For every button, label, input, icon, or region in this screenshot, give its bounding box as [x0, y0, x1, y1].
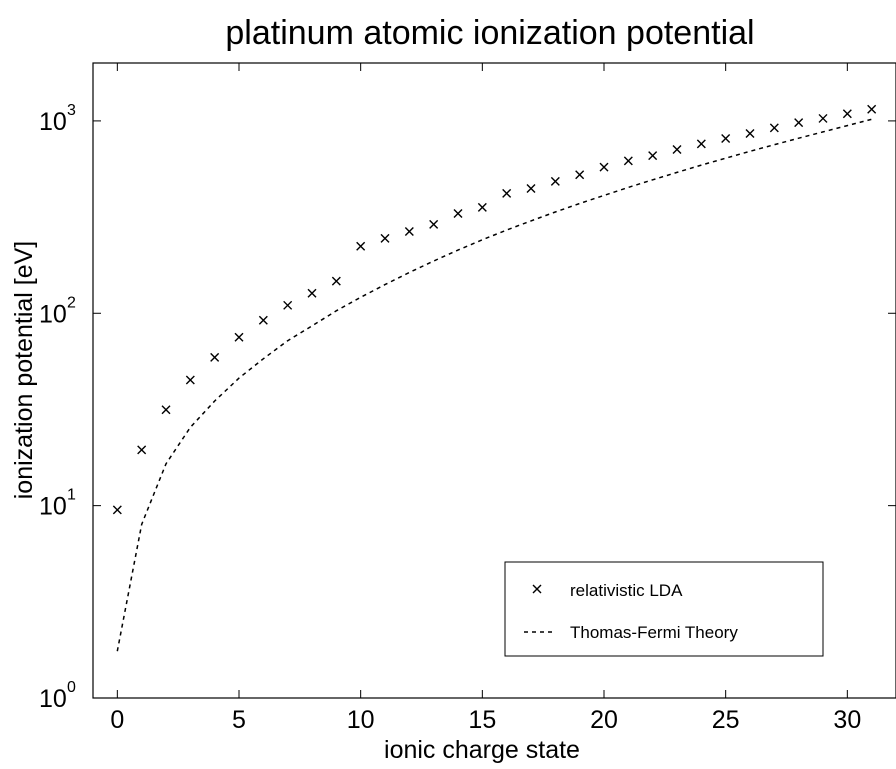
- y-tick-label-exponent: 2: [67, 294, 76, 311]
- legend-label-thomas-fermi: Thomas-Fermi Theory: [570, 623, 738, 642]
- data-point-lda: [453, 209, 463, 219]
- data-point-lda: [672, 145, 682, 155]
- data-point-lda: [429, 219, 439, 229]
- x-tick-label: 5: [232, 706, 246, 734]
- data-point-lda: [331, 276, 341, 286]
- x-tick-label: 30: [833, 706, 861, 734]
- x-axis-label: ionic charge state: [384, 736, 580, 764]
- data-point-lda: [161, 405, 171, 415]
- legend-label-relativistic-lda: relativistic LDA: [570, 581, 683, 600]
- x-tick-label: 20: [590, 706, 618, 734]
- data-point-lda: [380, 233, 390, 243]
- data-point-lda: [575, 170, 585, 180]
- data-point-lda: [356, 241, 366, 251]
- data-point-lda: [112, 505, 122, 515]
- data-point-lda: [210, 352, 220, 362]
- series-points-relativistic-lda: [112, 104, 877, 515]
- data-point-lda: [623, 156, 633, 166]
- axis-ticks: [93, 63, 896, 699]
- x-tick-label: 10: [347, 706, 375, 734]
- data-point-lda: [137, 445, 147, 455]
- data-point-lda: [794, 118, 804, 128]
- data-point-lda: [283, 300, 293, 310]
- data-point-lda: [502, 188, 512, 198]
- data-point-lda: [404, 227, 414, 237]
- y-tick-label-exponent: 1: [67, 487, 76, 504]
- y-tick-label-exponent: 3: [67, 102, 76, 119]
- data-point-lda: [769, 123, 779, 133]
- data-point-lda: [842, 109, 852, 119]
- data-point-lda: [867, 104, 877, 114]
- data-point-lda: [307, 288, 317, 298]
- data-point-lda: [721, 134, 731, 144]
- data-point-lda: [818, 113, 828, 123]
- data-point-lda: [477, 202, 487, 212]
- x-tick-labels: 0 5 10 15 20 25 30: [110, 706, 861, 734]
- x-tick-label: 15: [468, 706, 496, 734]
- data-point-lda: [258, 315, 268, 325]
- plot-frame: [92, 62, 896, 699]
- y-tick-label-base: 10: [39, 108, 67, 136]
- y-tick-label-exponent: 0: [67, 679, 76, 696]
- y-tick-label-base: 10: [39, 685, 67, 713]
- series-line-thomas-fermi: [116, 118, 872, 652]
- data-point-lda: [648, 151, 658, 161]
- data-point-lda: [696, 139, 706, 149]
- data-point-lda: [599, 162, 609, 172]
- data-point-lda: [745, 129, 755, 139]
- x-tick-label: 25: [712, 706, 740, 734]
- chart-title: platinum atomic ionization potential: [225, 14, 754, 52]
- legend: relativistic LDA Thomas-Fermi Theory: [504, 561, 824, 657]
- data-point-lda: [526, 184, 536, 194]
- data-point-lda: [185, 375, 195, 385]
- y-tick-label-base: 10: [39, 300, 67, 328]
- legend-box: [504, 561, 824, 657]
- legend-marker-relativistic-lda: [532, 584, 542, 594]
- data-point-lda: [234, 332, 244, 342]
- data-point-lda: [550, 176, 560, 186]
- y-tick-label-base: 10: [39, 493, 67, 521]
- y-axis-label: ionization potential [eV]: [10, 241, 38, 500]
- x-tick-label: 0: [110, 706, 124, 734]
